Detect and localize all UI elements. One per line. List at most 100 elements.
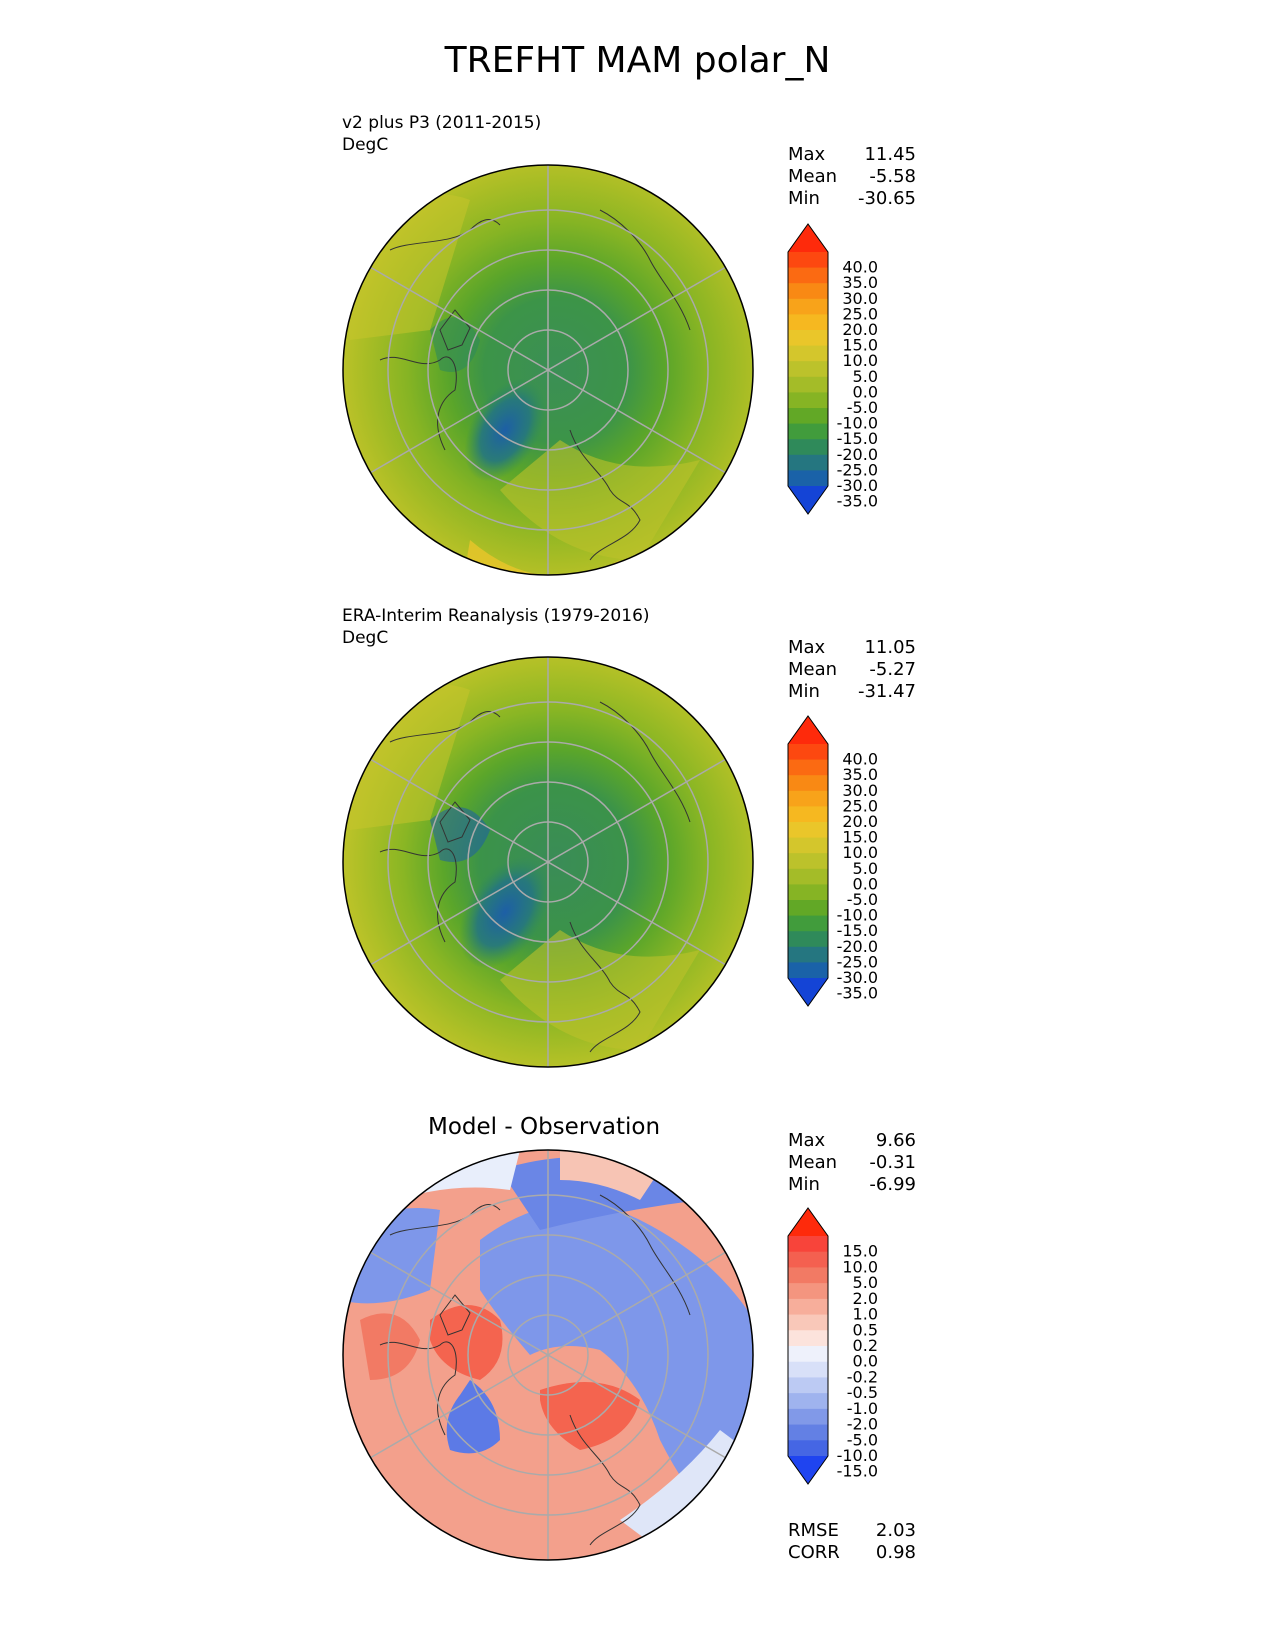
panel1-map-boundary	[342, 164, 754, 576]
colorbar-bin	[788, 1377, 828, 1394]
colorbar-tick-label: 0.0	[853, 1352, 878, 1371]
colorbar-bin	[788, 314, 828, 331]
colorbar-bin	[788, 884, 828, 901]
panel2-graticule	[369, 657, 727, 1067]
corr-label: CORR	[788, 1542, 840, 1563]
panel1-subtitle-units: DegC	[342, 135, 389, 155]
colorbar-tick-label: -5.0	[847, 398, 878, 417]
colorbar-tick-label: 35.0	[842, 273, 878, 292]
panel2-mean-label: Mean	[788, 659, 838, 680]
panel2-stats: Max 11.05 Mean -5.27 Min -31.47	[788, 637, 916, 703]
colorbar-tick-label: 10.0	[842, 1257, 878, 1276]
colorbar-outline	[787, 223, 829, 515]
colorbar-bin	[788, 267, 828, 284]
panel3-stats: Max 9.66 Mean -0.31 Min -6.99	[788, 1130, 916, 1196]
colorbar-tick-label: 15.0	[842, 1242, 878, 1261]
colorbar-tick-label: 2.0	[853, 1289, 878, 1308]
panel1-graticule	[369, 165, 727, 575]
colorbar-tick-label: 0.0	[853, 382, 878, 401]
corr-value: 0.98	[875, 1542, 916, 1563]
colorbar-tick-label: -10.0	[837, 414, 878, 433]
colorbar-extend-bottom	[788, 978, 828, 1006]
colorbar-bin	[788, 1424, 828, 1441]
rmse-label: RMSE	[788, 1520, 839, 1541]
colorbar-tick-label: -15.0	[837, 429, 878, 448]
colorbar-bin	[788, 962, 828, 979]
colorbar-tick-label: 5.0	[853, 1273, 878, 1292]
colorbar-tick-label: -25.0	[837, 952, 878, 971]
panel3-title: Model - Observation	[428, 1114, 661, 1140]
colorbar-bin	[788, 1267, 828, 1284]
colorbar-tick-label: -15.0	[837, 1462, 878, 1481]
colorbar-bin	[788, 1283, 828, 1300]
colorbar-extend-top	[788, 716, 828, 744]
colorbar-bin	[788, 1440, 828, 1457]
panel1-min-value: -30.65	[857, 188, 916, 209]
panel2-max-value: 11.05	[864, 637, 916, 658]
colorbar-extend-bottom	[788, 1456, 828, 1484]
colorbar-bin	[788, 1251, 828, 1268]
panel2-min-value: -31.47	[857, 681, 916, 702]
colorbar-bin	[788, 1393, 828, 1410]
colorbar-bin	[788, 423, 828, 440]
panel1-subtitle-line1: v2 plus P3 (2011-2015)	[342, 113, 542, 133]
colorbar-bin	[788, 900, 828, 917]
panel1-max-value: 11.45	[864, 144, 916, 165]
colorbar-tick-label: 15.0	[842, 336, 878, 355]
panel2-map-boundary	[342, 656, 754, 1068]
colorbar-bin	[788, 806, 828, 823]
colorbar-bin	[788, 1361, 828, 1378]
colorbar-bin	[788, 790, 828, 807]
panel3-graticule	[369, 1150, 727, 1560]
colorbar-tick-label: 25.0	[842, 796, 878, 815]
colorbar-tick-label: -30.0	[837, 476, 878, 495]
panel3-max-value: 9.66	[875, 1130, 916, 1151]
panel2-max-label: Max	[788, 637, 826, 658]
colorbar-tick-label: -2.0	[847, 1415, 878, 1434]
colorbar-bin	[788, 1408, 828, 1426]
colorbar-extend-top	[788, 224, 828, 252]
colorbar-bin	[788, 759, 828, 776]
colorbar-bin	[788, 1346, 828, 1363]
panel3-map-boundary	[342, 1149, 754, 1561]
panel1-stats: Max 11.45 Mean -5.58 Min -30.65	[788, 144, 916, 210]
colorbar-bin	[788, 775, 828, 792]
colorbar-bin	[788, 822, 828, 839]
colorbar-tick-label: -5.0	[847, 890, 878, 909]
colorbar-tick-label: 0.2	[853, 1336, 878, 1355]
colorbar-tick-label: -20.0	[837, 937, 878, 956]
panel3-mean-value: -0.31	[869, 1152, 916, 1173]
colorbar-outline	[787, 715, 829, 1007]
panel1-max-label: Max	[788, 144, 826, 165]
colorbar-tick-label: -35.0	[837, 984, 878, 1003]
colorbar-tick-label: 5.0	[853, 367, 878, 386]
colorbar-bin	[788, 470, 828, 487]
colorbar-bin	[788, 1298, 828, 1316]
colorbar-tick-label: 30.0	[842, 781, 878, 800]
colorbar-tick-label: -10.0	[837, 1446, 878, 1465]
colorbar-bin	[788, 361, 828, 378]
colorbar-tick-label: -35.0	[837, 492, 878, 511]
colorbar-tick-label: 10.0	[842, 843, 878, 862]
colorbar-bin	[788, 744, 828, 761]
colorbar-tick-label: 40.0	[842, 750, 878, 769]
colorbar-bin	[788, 408, 828, 425]
colorbar-bin	[788, 1314, 828, 1331]
colorbar-tick-label: 35.0	[842, 765, 878, 784]
panel2-colorbar: 40.035.030.025.020.015.010.05.00.0-5.0-1…	[787, 715, 878, 1007]
colorbar-bin	[788, 1236, 828, 1253]
colorbar-tick-label: -0.5	[847, 1383, 878, 1402]
panel3-min-value: -6.99	[869, 1174, 916, 1195]
panel3-min-label: Min	[788, 1174, 820, 1195]
colorbar-tick-label: -1.0	[847, 1399, 878, 1418]
colorbar-bin	[788, 1330, 828, 1347]
colorbar-tick-label: 0.0	[853, 874, 878, 893]
colorbar-bin	[788, 345, 828, 362]
colorbar-bin	[788, 454, 828, 471]
colorbar-tick-label: 25.0	[842, 304, 878, 323]
colorbar-bin	[788, 330, 828, 347]
colorbar-tick-label: -0.2	[847, 1367, 878, 1386]
colorbar-bin	[788, 931, 828, 948]
colorbar-bin	[788, 915, 828, 932]
rmse-value: 2.03	[875, 1520, 916, 1541]
